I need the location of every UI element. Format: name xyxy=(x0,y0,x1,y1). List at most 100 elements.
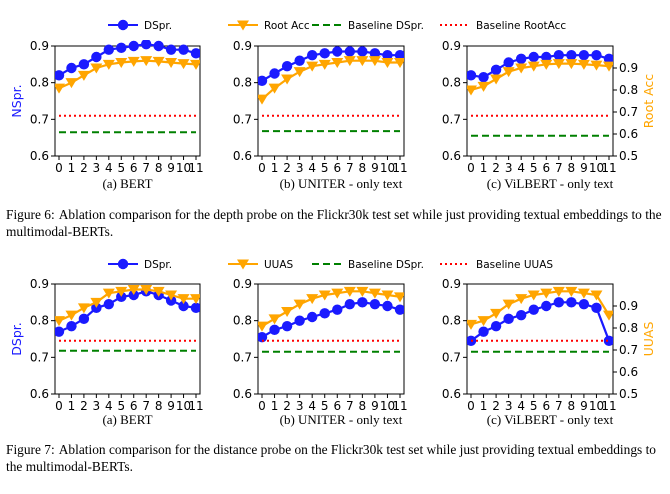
figure-7-caption: Figure 7: Ablation comparison for the dis… xyxy=(6,441,664,475)
y-tick-label: 0.7 xyxy=(30,350,49,364)
x-tick-label: 6 xyxy=(130,399,138,413)
accent-point xyxy=(467,319,477,330)
dspr-point xyxy=(478,71,489,83)
x-tick-label: 0 xyxy=(258,161,266,175)
dspr-point xyxy=(490,320,502,332)
dspr-point xyxy=(467,70,477,81)
accent-point xyxy=(490,74,503,85)
accent-point xyxy=(577,59,590,70)
legend-label: Baseline DSpr. xyxy=(348,259,424,271)
y-tick-label: 0.9 xyxy=(30,277,49,291)
accent-point xyxy=(318,59,331,70)
accent-point xyxy=(490,308,503,319)
x-tick-label: 8 xyxy=(155,161,163,175)
dspr-point xyxy=(541,300,552,312)
y-tick-label: 0.8 xyxy=(30,76,49,90)
x-tick-label: 4 xyxy=(105,399,113,413)
dspr-point xyxy=(140,40,152,50)
y2-tick-label: 0.7 xyxy=(619,105,638,119)
legend: DSpr. UUAS Baseline DSpr. Baseline UUAS xyxy=(108,258,553,271)
y-tick-label: 0.9 xyxy=(442,277,461,291)
x-tick-label: 1 xyxy=(271,161,279,175)
dspr-point xyxy=(603,335,613,347)
x-tick-label: 10 xyxy=(589,161,604,175)
accent-point xyxy=(331,288,344,299)
dspr-point xyxy=(281,60,293,72)
accent-point xyxy=(258,94,268,105)
dspr-point xyxy=(165,44,177,55)
x-tick-label: 6 xyxy=(542,399,550,413)
y2-tick-label: 0.5 xyxy=(619,387,638,401)
accent-point xyxy=(268,83,281,94)
dspr-point xyxy=(306,49,318,61)
dspr-point xyxy=(490,64,502,76)
accent-point xyxy=(65,78,78,89)
y-tick-label: 0.9 xyxy=(233,39,252,53)
accent-point xyxy=(293,299,306,310)
y2-tick-label: 0.5 xyxy=(619,149,638,163)
series-1 xyxy=(258,286,404,332)
y2-axis-label: Root Acc xyxy=(641,74,656,128)
y-tick-label: 0.8 xyxy=(233,314,252,328)
accent-point xyxy=(190,294,200,305)
y-tick-label: 0.6 xyxy=(442,149,461,163)
dspr-point xyxy=(578,49,590,61)
caption-text: Ablation comparison for the distance pro… xyxy=(6,442,656,474)
x-tick-label: 0 xyxy=(258,399,266,413)
x-tick-label: 4 xyxy=(308,161,316,175)
accent-point xyxy=(565,286,578,297)
figure-6-caption: Figure 6: Ablation comparison for the dep… xyxy=(6,206,664,240)
dspr-point xyxy=(528,51,539,63)
dspr-point xyxy=(190,48,200,59)
accent-point xyxy=(177,59,190,70)
y2-tick-label: 0.6 xyxy=(619,127,638,141)
y-tick-label: 0.8 xyxy=(442,314,461,328)
series-1 xyxy=(55,56,200,94)
accent-point xyxy=(165,58,178,68)
accent-point xyxy=(603,61,613,72)
y-tick-label: 0.9 xyxy=(233,277,252,291)
legend-marker xyxy=(237,259,249,270)
dspr-point xyxy=(78,59,90,70)
accent-point xyxy=(77,303,90,314)
legend-label: UUAS xyxy=(264,259,294,271)
accent-point xyxy=(152,286,165,297)
legend-label: Root Acc xyxy=(264,20,310,32)
accent-point xyxy=(318,290,331,301)
dspr-point xyxy=(178,44,189,55)
y-axis-label: NSpr. xyxy=(9,84,24,117)
series-1 xyxy=(467,286,613,330)
y-tick-label: 0.7 xyxy=(30,112,49,126)
x-tick-label: 10 xyxy=(380,399,395,413)
y-tick-label: 0.6 xyxy=(442,387,461,401)
x-tick-label: 11 xyxy=(188,161,203,175)
x-tick-label: 0 xyxy=(467,161,475,175)
accent-point xyxy=(477,316,490,327)
legend-label: DSpr. xyxy=(144,20,172,32)
x-tick-label: 2 xyxy=(492,399,500,413)
accent-point xyxy=(152,56,165,67)
dspr-point xyxy=(258,331,268,343)
y-tick-label: 0.6 xyxy=(233,149,252,163)
x-tick-label: 5 xyxy=(321,399,329,413)
series-1 xyxy=(467,59,613,96)
dspr-point xyxy=(528,304,539,315)
x-tick-label: 11 xyxy=(601,161,616,175)
accent-point xyxy=(268,314,281,325)
dspr-point xyxy=(369,298,381,310)
x-tick-label: 3 xyxy=(93,399,101,413)
accent-point xyxy=(381,290,394,301)
x-tick-label: 9 xyxy=(371,399,379,413)
dspr-point xyxy=(382,49,393,61)
accent-point xyxy=(177,294,190,305)
series-0 xyxy=(467,297,613,347)
y2-tick-label: 0.9 xyxy=(619,61,638,75)
accent-point xyxy=(552,59,565,70)
accent-point xyxy=(331,58,344,68)
subplot-caption: (b) UNITER - only text xyxy=(280,176,403,191)
y-tick-label: 0.7 xyxy=(442,350,461,364)
x-tick-label: 10 xyxy=(589,399,604,413)
accent-point xyxy=(165,290,178,301)
dspr-point xyxy=(566,49,577,61)
